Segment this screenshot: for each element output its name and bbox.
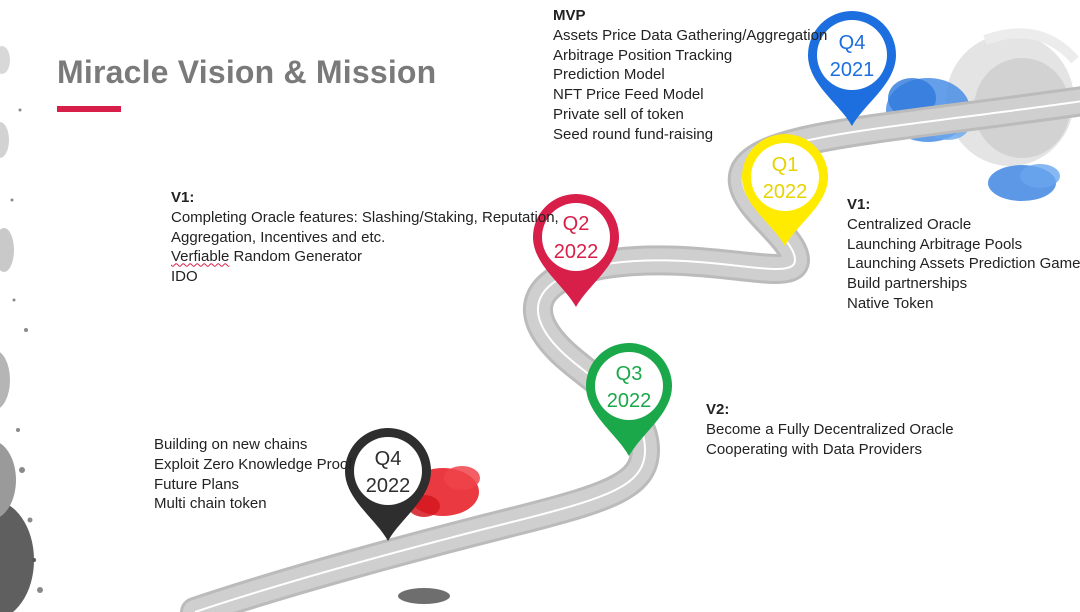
future-q4-item: Exploit Zero Knowledge Proof: [154, 455, 353, 473]
mvp-heading: MVP: [553, 7, 586, 24]
spellcheck-underline: Verfiable: [171, 248, 230, 266]
v1-q2-item: Completing Oracle features: Slashing/Sta…: [171, 208, 559, 226]
page-title: Miracle Vision & Mission: [57, 54, 437, 90]
v1-q1-heading: V1:: [847, 196, 871, 213]
v1-q2-heading: V1:: [171, 189, 195, 206]
pin-quarter-label: Q1: [772, 154, 799, 176]
v1-q1-item: Build partnerships: [847, 275, 968, 293]
mvp-item: Seed round fund-raising: [553, 125, 714, 143]
pin-q3-2022: Q3 2022: [586, 343, 672, 456]
v2-q3-heading: V2:: [706, 401, 730, 418]
mvp-item: Prediction Model: [553, 66, 665, 84]
pin-quarter-label: Q4: [839, 32, 866, 54]
road-shadow: [398, 588, 450, 604]
v1-q2-item: IDO: [171, 268, 198, 286]
pin-year-label: 2022: [763, 181, 808, 203]
pin-q1-2022: Q1 2022: [742, 134, 828, 246]
mvp-item: Assets Price Data Gathering/Aggregation: [553, 26, 828, 44]
pin-quarter-label: Q3: [616, 363, 643, 385]
mvp-block: MVP Assets Price Data Gathering/Aggregat…: [553, 6, 827, 145]
v1-q1-item: Launching Assets Prediction Game: [847, 255, 1080, 273]
v2-q3-item: Become a Fully Decentralized Oracle: [706, 420, 954, 438]
pin-year-label: 2022: [366, 475, 411, 497]
mvp-item: Private sell of token: [553, 105, 684, 123]
mvp-item: NFT Price Feed Model: [553, 86, 704, 104]
v1-q2-block: V1: Completing Oracle features: Slashing…: [171, 188, 559, 287]
pin-year-label: 2022: [607, 390, 652, 412]
v1-q1-block: V1: Centralized Oracle Launching Arbitra…: [847, 195, 1080, 314]
future-q4-item: Multi chain token: [154, 495, 267, 513]
v1-q2-item: Aggregation, Incentives and etc.: [171, 228, 386, 246]
pin-year-label: 2022: [554, 241, 599, 263]
pin-quarter-label: Q2: [563, 213, 590, 235]
pin-q4-2022: Q4 2022: [345, 428, 431, 541]
v1-q2-item: Verfiable Random Generator: [171, 248, 362, 266]
pin-quarter-label: Q4: [375, 448, 402, 470]
v1-q1-item: Native Token: [847, 294, 934, 312]
pin-year-label: 2021: [830, 59, 875, 81]
v2-q3-item: Cooperating with Data Providers: [706, 440, 922, 458]
title-underline: [57, 106, 121, 112]
pin-q2-2022: Q2 2022: [533, 194, 619, 307]
ink-splatter-left: [0, 46, 43, 612]
v1-q1-item: Launching Arbitrage Pools: [847, 235, 1023, 253]
future-q4-item: Future Plans: [154, 475, 240, 493]
mvp-item: Arbitrage Position Tracking: [553, 46, 733, 64]
pin-q4-2021: Q4 2021: [808, 11, 896, 126]
future-q4-block: Building on new chains Exploit Zero Know…: [154, 435, 352, 514]
v1-q1-item: Centralized Oracle: [847, 215, 972, 233]
v2-q3-block: V2: Become a Fully Decentralized Oracle …: [706, 400, 954, 459]
future-q4-item: Building on new chains: [154, 436, 308, 453]
